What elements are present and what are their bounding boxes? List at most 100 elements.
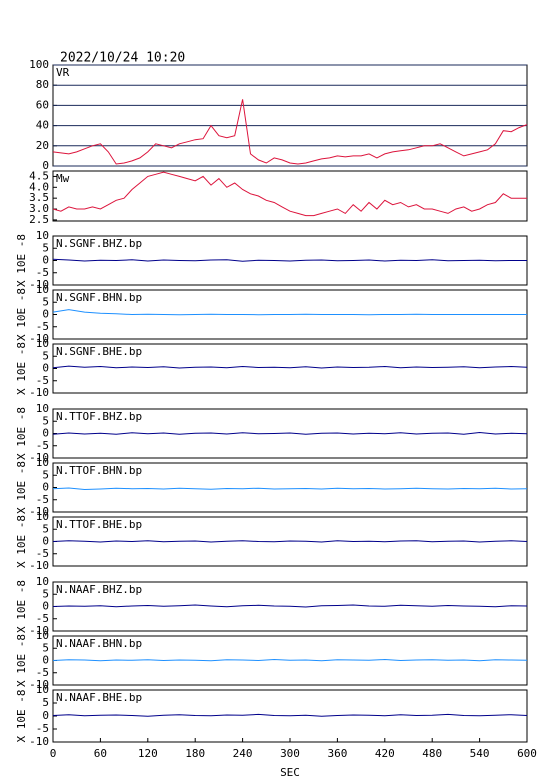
panel-title: N.TTOF.BHZ.bp — [56, 410, 142, 423]
y-tick-label: 3.0 — [29, 202, 49, 215]
panel-title: Mw — [56, 172, 70, 185]
y-tick-label: 10 — [36, 575, 49, 588]
y-axis-label: X 10E -8 — [15, 288, 28, 341]
y-axis-label: X 10E -8 — [15, 515, 28, 568]
y-tick-label: 10 — [36, 683, 49, 696]
data-line — [52, 171, 527, 217]
y-tick-label: -5 — [36, 547, 49, 560]
panel-title: N.SGNF.BHN.bp — [56, 291, 142, 304]
x-tick-label: 120 — [138, 747, 158, 760]
data-line — [52, 604, 528, 608]
y-tick-label: -10 — [29, 678, 49, 691]
y-tick-label: 2.5 — [29, 213, 49, 226]
y-axis-label: X 10E -8 — [15, 461, 28, 514]
y-tick-label: 0 — [42, 308, 49, 321]
data-line — [52, 540, 528, 543]
y-tick-label: 5 — [42, 295, 49, 308]
y-tick-label: 10 — [36, 229, 49, 242]
x-tick-label: 540 — [470, 747, 490, 760]
y-tick-label: 10 — [36, 456, 49, 469]
panel-frame — [52, 64, 528, 167]
panel-frame — [52, 170, 528, 222]
data-line — [52, 99, 528, 165]
panel-title: N.NAAF.BHE.bp — [56, 691, 142, 704]
y-axis-label: X 10E -8 — [15, 342, 28, 395]
y-tick-label: 3.5 — [29, 191, 49, 204]
data-line — [52, 487, 528, 491]
y-axis-label: X 10E -8 — [15, 407, 28, 460]
y-tick-label: 5 — [42, 468, 49, 481]
y-tick-label: 10 — [36, 629, 49, 642]
y-tick-label: 40 — [36, 119, 49, 132]
y-tick-label: -10 — [29, 451, 49, 464]
y-tick-label: 5 — [42, 414, 49, 427]
data-line — [52, 658, 528, 662]
y-tick-label: 0 — [42, 481, 49, 494]
y-tick-label: 5 — [42, 522, 49, 535]
x-tick-label: 480 — [422, 747, 442, 760]
y-tick-label: 10 — [36, 337, 49, 350]
y-tick-label: 5 — [42, 241, 49, 254]
panel-title: N.SGNF.BHE.bp — [56, 345, 142, 358]
y-tick-label: -5 — [36, 722, 49, 735]
y-tick-label: 0 — [42, 654, 49, 667]
x-axis-label: SEC — [280, 766, 300, 779]
y-tick-label: -10 — [29, 559, 49, 572]
y-axis-label: X 10E -8 — [15, 634, 28, 687]
y-tick-label: 0 — [42, 427, 49, 440]
y-tick-label: -5 — [36, 493, 49, 506]
y-tick-label: 10 — [36, 510, 49, 523]
date-title: 2022/10/24 10:20 — [60, 51, 185, 66]
x-tick-label: 420 — [375, 747, 395, 760]
y-tick-label: -10 — [29, 505, 49, 518]
x-tick-label: 180 — [185, 747, 205, 760]
x-tick-label: 0 — [50, 747, 57, 760]
panel-title: N.TTOF.BHE.bp — [56, 518, 142, 531]
y-tick-label: 0 — [42, 600, 49, 613]
y-tick-label: 5 — [42, 696, 49, 709]
x-tick-label: 300 — [280, 747, 300, 760]
y-tick-label: 10 — [36, 283, 49, 296]
y-axis-label: X 10E -8 — [15, 690, 28, 743]
y-tick-label: 0 — [42, 254, 49, 267]
y-tick-label: 4.5 — [29, 169, 49, 182]
y-tick-label: -5 — [36, 612, 49, 625]
y-tick-label: 0 — [42, 709, 49, 722]
y-tick-label: 80 — [36, 78, 49, 91]
panel-title: N.SGNF.BHZ.bp — [56, 237, 142, 250]
y-tick-label: 0 — [42, 362, 49, 375]
y-tick-label: -10 — [29, 624, 49, 637]
y-axis-label: X 10E -8 — [15, 580, 28, 633]
data-line — [52, 431, 528, 435]
y-tick-label: 5 — [42, 349, 49, 362]
y-tick-label: -5 — [36, 666, 49, 679]
panel-title: N.NAAF.BHN.bp — [56, 637, 142, 650]
y-tick-label: -5 — [36, 439, 49, 452]
y-tick-label: 60 — [36, 98, 49, 111]
y-axis-label: X 10E -8 — [15, 234, 28, 287]
data-line — [52, 309, 527, 316]
x-tick-label: 360 — [327, 747, 347, 760]
y-tick-label: 4.0 — [29, 180, 49, 193]
y-tick-label: 0 — [42, 535, 49, 548]
panel-title: VR — [56, 66, 70, 79]
y-tick-label: -10 — [29, 735, 49, 748]
panel-title: N.NAAF.BHZ.bp — [56, 583, 142, 596]
y-tick-label: 100 — [29, 58, 49, 71]
data-line — [52, 258, 527, 262]
x-tick-label: 600 — [517, 747, 537, 760]
y-tick-label: 0 — [42, 159, 49, 172]
y-tick-label: 5 — [42, 587, 49, 600]
y-tick-label: -10 — [29, 278, 49, 291]
y-tick-label: -5 — [36, 266, 49, 279]
y-tick-label: -10 — [29, 332, 49, 345]
data-line — [52, 365, 528, 369]
x-tick-label: 60 — [94, 747, 107, 760]
panel-title: N.TTOF.BHN.bp — [56, 464, 142, 477]
y-tick-label: -10 — [29, 386, 49, 399]
y-tick-label: 5 — [42, 641, 49, 654]
x-tick-label: 240 — [233, 747, 253, 760]
y-tick-label: -5 — [36, 374, 49, 387]
y-tick-label: -5 — [36, 320, 49, 333]
